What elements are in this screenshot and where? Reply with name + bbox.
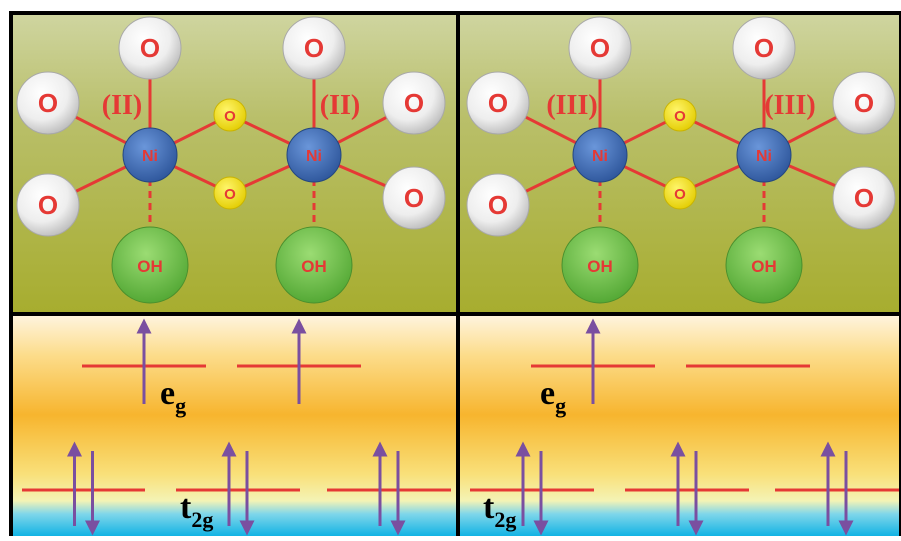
oxygen-atom <box>832 71 896 135</box>
oxygen-atom <box>118 16 182 80</box>
oxygen-label: O <box>854 88 874 118</box>
structure-panel-left: O O O O O O O O Ni Ni OH OH (II) (II) <box>16 16 446 304</box>
nickel-label: Ni <box>306 148 322 165</box>
orbital-panel-left: eg t2g <box>22 318 451 536</box>
nickel-atom <box>286 127 342 183</box>
oxygen-label: O <box>854 183 874 213</box>
hydroxide-group <box>725 226 803 304</box>
nickel-label: Ni <box>756 148 772 165</box>
oxidation-state-label: (III) <box>546 90 597 121</box>
oxygen-label: O <box>754 33 774 63</box>
t2g-label: t2g <box>180 489 213 532</box>
t2g-label-subscript: 2g <box>191 507 213 532</box>
hydroxide-label: OH <box>587 257 613 276</box>
oxygen-atom <box>282 16 346 80</box>
oxygen-label: O <box>404 88 424 118</box>
top-right-panel <box>460 14 901 312</box>
oxygen-atom <box>16 173 80 237</box>
eg-label-subscript: g <box>175 393 186 418</box>
hydroxide-group <box>561 226 639 304</box>
bottom-right-panel <box>460 316 901 536</box>
hydroxide-group <box>275 226 353 304</box>
oxygen-label: O <box>590 33 610 63</box>
t2g-label-main: t <box>180 489 192 526</box>
oxidation-state-label: (II) <box>102 90 142 121</box>
hydroxide-group <box>111 226 189 304</box>
eg-label-subscript: g <box>555 393 566 418</box>
nickel-label: Ni <box>592 148 608 165</box>
oxygen-atom <box>466 173 530 237</box>
hydroxide-label: OH <box>751 257 777 276</box>
oxygen-atom <box>16 71 80 135</box>
nickel-label: Ni <box>142 148 158 165</box>
oxygen-atom <box>466 71 530 135</box>
eg-label-main: e <box>540 375 555 412</box>
nickel-atom <box>122 127 178 183</box>
top-left-panel <box>12 14 456 312</box>
bottom-left-panel <box>12 316 456 536</box>
oxygen-label: O <box>38 88 58 118</box>
oxygen-atom <box>832 166 896 230</box>
t2g-label-subscript: 2g <box>494 507 516 532</box>
bridging-oxygen-atom <box>663 176 697 210</box>
bridging-oxygen-atom <box>663 98 697 132</box>
oxygen-atom <box>568 16 632 80</box>
hydroxide-label: OH <box>301 257 327 276</box>
eg-label: eg <box>540 375 566 418</box>
bridging-oxygen-atom <box>213 176 247 210</box>
bridging-oxygen-label: O <box>224 108 236 125</box>
bridging-oxygen-label: O <box>224 186 236 203</box>
oxygen-atom <box>382 166 446 230</box>
nickel-atom <box>572 127 628 183</box>
oxygen-label: O <box>140 33 160 63</box>
oxygen-label: O <box>38 190 58 220</box>
oxygen-atom <box>732 16 796 80</box>
hydroxide-label: OH <box>137 257 163 276</box>
bridging-oxygen-atom <box>213 98 247 132</box>
structure-panel-right: O O O O O O O O Ni Ni OH OH (III) (III) <box>466 16 896 304</box>
nickel-atom <box>736 127 792 183</box>
oxygen-atom <box>382 71 446 135</box>
bridging-oxygen-label: O <box>674 186 686 203</box>
t2g-label-main: t <box>483 489 495 526</box>
eg-label: eg <box>160 375 186 418</box>
oxidation-state-label: (II) <box>320 90 360 121</box>
oxygen-label: O <box>404 183 424 213</box>
bridging-oxygen-label: O <box>674 108 686 125</box>
eg-label-main: e <box>160 375 175 412</box>
oxidation-state-label: (III) <box>764 90 815 121</box>
orbital-panel-right: eg t2g <box>470 318 899 536</box>
oxygen-label: O <box>488 190 508 220</box>
oxygen-label: O <box>304 33 324 63</box>
t2g-label: t2g <box>483 489 516 532</box>
oxygen-label: O <box>488 88 508 118</box>
